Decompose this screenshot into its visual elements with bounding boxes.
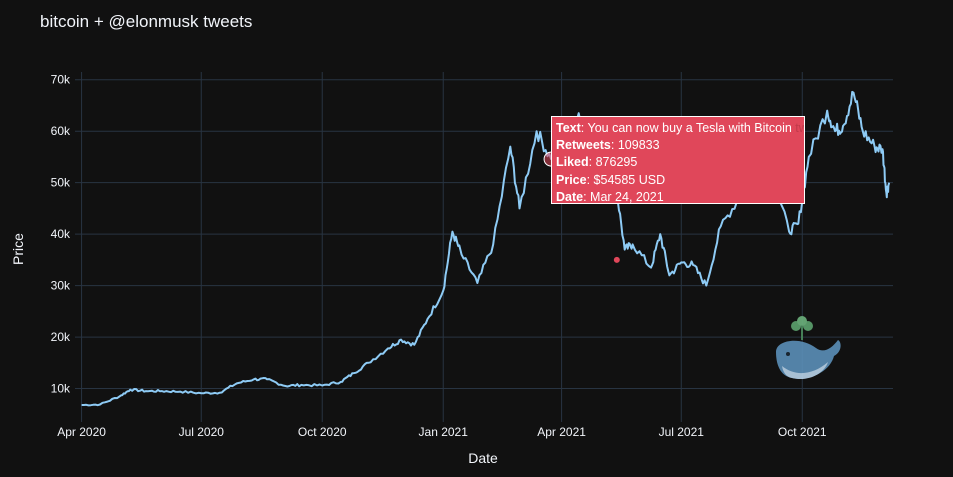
x-tick-label: Jul 2021 xyxy=(659,425,705,439)
x-tick-label: Oct 2021 xyxy=(778,425,827,439)
x-tick-label: Oct 2020 xyxy=(298,425,347,439)
x-axis-title: Date xyxy=(468,450,498,466)
tooltip-price-row: Price: $54585 USD xyxy=(556,172,666,187)
tweet-marker[interactable] xyxy=(613,256,620,263)
x-tick-label: Apr 2020 xyxy=(57,425,106,439)
tooltip-retweets-row: Retweets: 109833 xyxy=(556,138,660,153)
y-tick-label: 40k xyxy=(51,227,71,241)
tooltip-liked-row: Liked: 876295 xyxy=(556,155,638,170)
whale-logo-icon xyxy=(776,316,841,380)
y-tick-label: 60k xyxy=(51,124,71,138)
y-tick-label: 50k xyxy=(51,176,71,190)
tooltip-date-row: Date: Mar 24, 2021 xyxy=(556,189,664,204)
chart-title: bitcoin + @elonmusk tweets xyxy=(40,12,252,31)
y-tick-label: 70k xyxy=(51,73,71,87)
y-tick-label: 30k xyxy=(51,279,71,293)
y-tick-label: 20k xyxy=(51,330,71,344)
y-tick-label: 10k xyxy=(51,382,71,396)
tweet-tooltip: Text: You can now buy a Tesla with Bitco… xyxy=(551,116,805,204)
tooltip-text-row: Text: You can now buy a Tesla with Bitco… xyxy=(556,121,804,135)
x-tick-label: Jan 2021 xyxy=(419,425,469,439)
price-line[interactable] xyxy=(81,90,891,407)
x-tick-label: Apr 2021 xyxy=(537,425,586,439)
axis-ticks: 10k 20k 30k 40k 50k 60k 70k Apr 2020 Jul 2020 Oct… xyxy=(51,73,827,439)
y-axis-title: Price xyxy=(10,233,26,265)
price-series[interactable] xyxy=(81,90,891,407)
x-tick-label: Jul 2020 xyxy=(179,425,225,439)
